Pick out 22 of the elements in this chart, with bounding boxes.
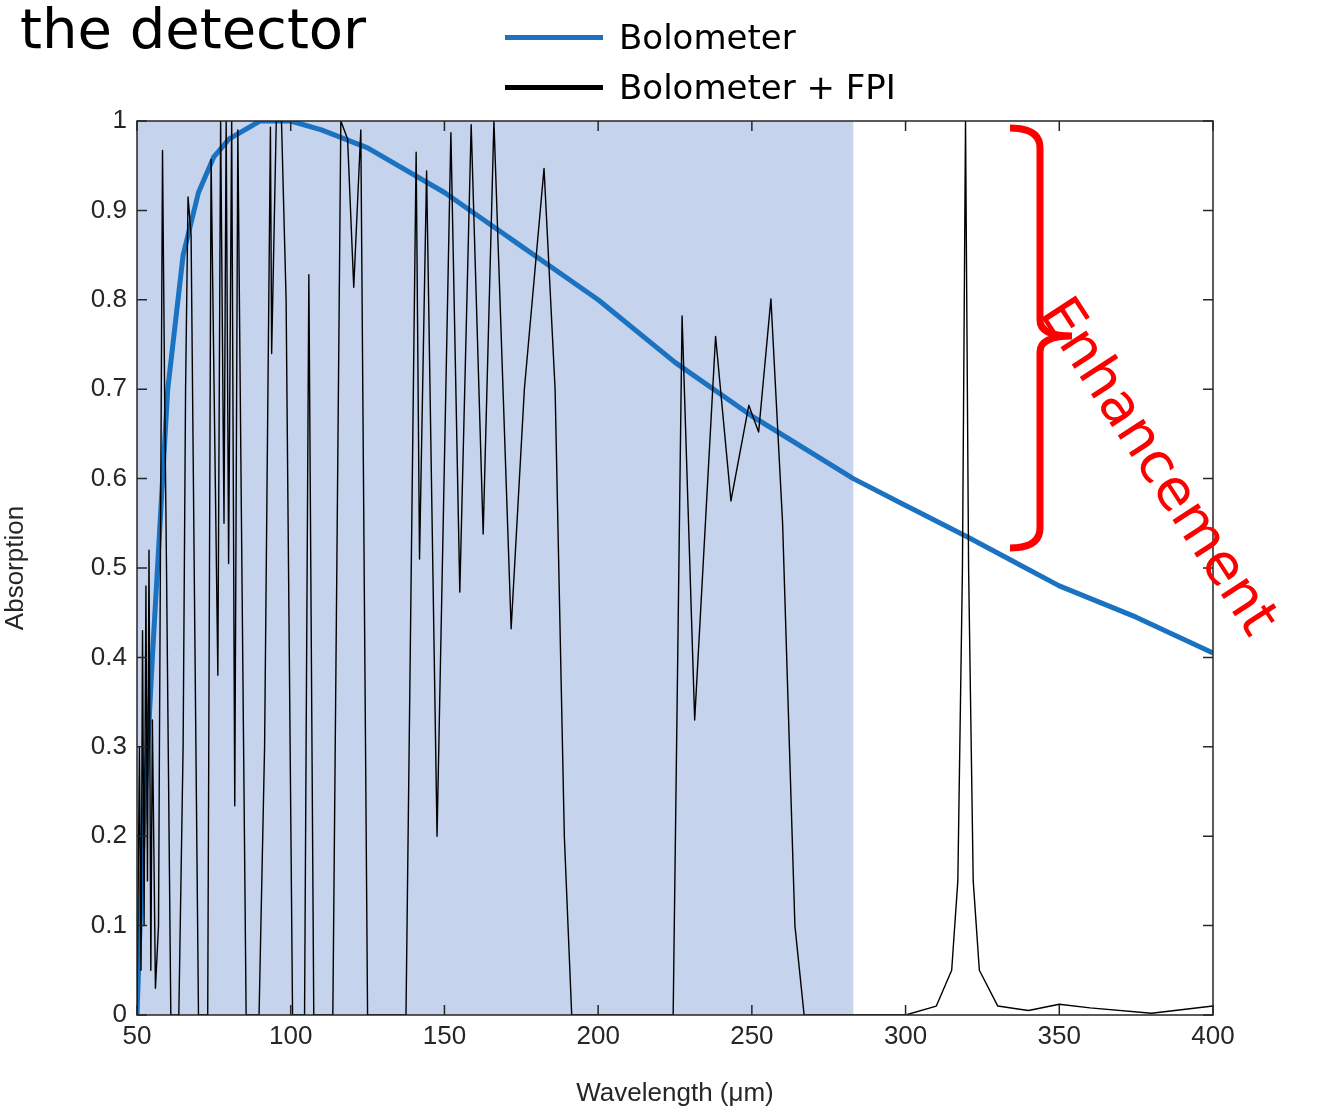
legend-label: Bolometer <box>619 17 796 57</box>
x-tick-label: 300 <box>883 1019 928 1050</box>
y-tick-label: 0.9 <box>90 193 127 224</box>
chart-title: the detector <box>20 0 367 61</box>
y-tick-label: 0.8 <box>90 282 127 313</box>
x-axis-title: Wavelength (μm) <box>576 1076 774 1107</box>
y-tick-label: 0.3 <box>90 729 127 760</box>
x-tick-label: 150 <box>422 1019 467 1050</box>
x-tick-label: 200 <box>576 1019 620 1050</box>
y-tick-label: 1 <box>112 104 127 135</box>
x-tick-label: 250 <box>730 1019 774 1050</box>
y-tick-label: 0.5 <box>90 551 127 582</box>
y-tick-label: 0.7 <box>90 372 127 403</box>
y-tick-label: 0.1 <box>90 908 127 939</box>
y-axis-title: Absorption <box>0 505 29 631</box>
y-tick-label: 0.6 <box>90 461 127 492</box>
x-tick-label: 350 <box>1037 1019 1081 1050</box>
x-tick-label: 400 <box>1191 1019 1235 1050</box>
x-tick-label: 100 <box>269 1019 313 1050</box>
y-tick-label: 0.2 <box>90 819 127 850</box>
legend-label: Bolometer + FPI <box>619 67 896 107</box>
y-tick-label: 0.4 <box>90 640 127 671</box>
